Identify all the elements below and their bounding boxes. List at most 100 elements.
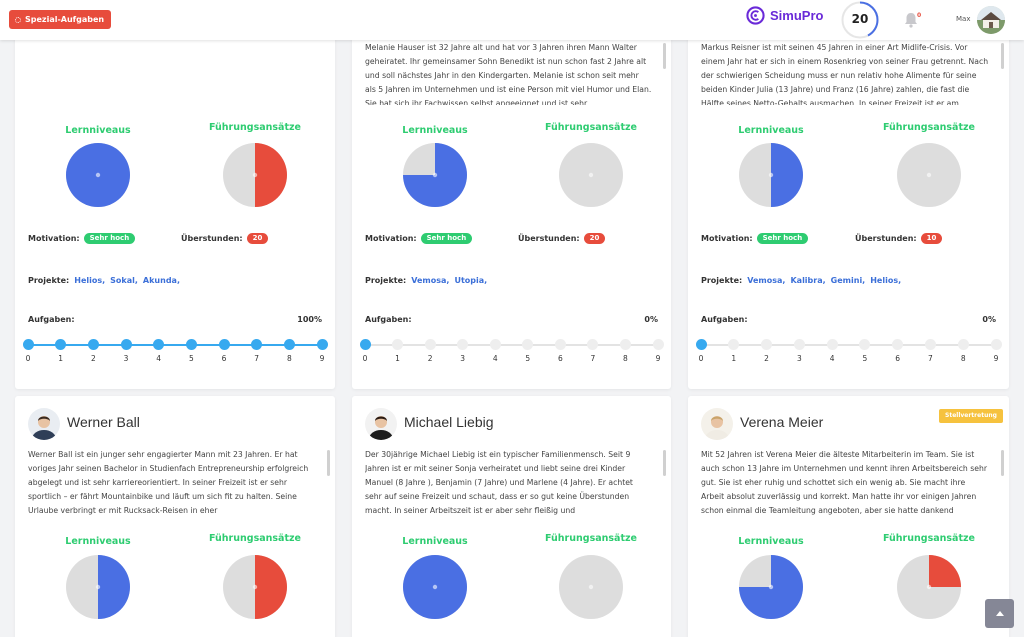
tasks-slider-tick: 7 [928, 354, 933, 363]
tasks-slider-step[interactable] [316, 339, 328, 350]
tasks-slider-fill [28, 344, 322, 346]
project-link[interactable]: Vemosa, [411, 276, 450, 285]
tasks-slider-step[interactable] [489, 339, 501, 350]
tasks-slider-step[interactable] [251, 339, 263, 350]
description-scrollbar[interactable] [1001, 43, 1004, 69]
tasks-slider-step[interactable] [283, 339, 295, 350]
overtime-label: Überstunden: [855, 234, 917, 243]
tasks-slider-step[interactable] [695, 339, 707, 350]
tasks-slider-tick: 1 [395, 354, 400, 363]
leadership-approach-label: Führungsansätze [209, 533, 301, 544]
tasks-slider-tick: 3 [460, 354, 466, 363]
employee-name: Werner Ball [67, 414, 140, 430]
tasks-slider-step[interactable] [761, 339, 773, 350]
motivation-badge: Sehr hoch [756, 233, 809, 244]
tasks-slider-step[interactable] [22, 339, 34, 350]
tasks-slider-step[interactable] [457, 339, 469, 350]
employee-card[interactable]: Michael Liebig Der 30jährige Michael Lieb… [352, 396, 671, 637]
employee-avatar [28, 408, 60, 440]
top-navbar: Spezial-Aufgaben SimuPro 20 0 Max [0, 0, 1024, 40]
tasks-slider-track[interactable] [701, 344, 996, 346]
project-link[interactable]: Sokal, [110, 276, 138, 285]
employee-card[interactable]: Werner Ball Werner Ball ist ein junger se… [15, 396, 335, 637]
learning-level-pie-chart [66, 555, 130, 619]
project-link[interactable]: Gemini, [830, 276, 866, 285]
leadership-approach-pie-chart [897, 143, 961, 207]
tasks-slider-tick: 2 [764, 354, 769, 363]
description-scrollbar[interactable] [327, 450, 330, 476]
flag-icon [588, 584, 594, 590]
tasks-label: Aufgaben: [701, 315, 748, 324]
special-tasks-button[interactable]: Spezial-Aufgaben [9, 10, 112, 29]
tasks-slider-step[interactable] [185, 339, 197, 350]
tasks-slider-tick: 8 [960, 354, 966, 363]
project-link[interactable]: Vemosa, [747, 276, 786, 285]
project-link[interactable]: Helios, [870, 276, 902, 285]
brand[interactable]: SimuPro [746, 6, 823, 25]
tasks-slider-step[interactable] [55, 339, 67, 350]
motivation-badge: Sehr hoch [83, 233, 136, 244]
leadership-approach-label: Führungsansätze [545, 533, 637, 544]
employee-card[interactable]: Verena Meier Stellvertretung Mit 52 Jahren… [688, 396, 1009, 637]
leadership-approach-pie-chart [559, 555, 623, 619]
employee-card[interactable]: Markus Reisner ist mit seinen 45 Jahren … [688, 33, 1009, 389]
star-icon [768, 584, 774, 590]
employee-card[interactable]: Lernniveaus Führungsansätze Motivation: Seh… [15, 33, 335, 389]
tasks-slider-step[interactable] [153, 339, 165, 350]
special-tasks-label: Spezial-Aufgaben [25, 15, 105, 24]
projects-label: Projekte: [28, 276, 70, 285]
simupro-logo-icon [746, 6, 765, 25]
motivation-label: Motivation: [701, 234, 753, 243]
tasks-slider-step[interactable] [522, 339, 534, 350]
description-scrollbar[interactable] [1001, 450, 1004, 476]
tasks-slider-step[interactable] [359, 339, 371, 350]
user-name[interactable]: Max [956, 15, 971, 23]
flag-icon [252, 172, 258, 178]
project-link[interactable]: Kalibra, [790, 276, 826, 285]
projects-list: Projekte: Vemosa, Kalibra, Gemini, Helios, [701, 276, 906, 285]
tasks-slider-tick: 9 [655, 354, 661, 363]
learning-level-pie-chart [66, 143, 130, 207]
learning-level-label: Lernniveaus [402, 125, 468, 136]
tasks-slider-step[interactable] [120, 339, 132, 350]
tasks-slider-step[interactable] [554, 339, 566, 350]
description-scrollbar[interactable] [663, 43, 666, 69]
tasks-slider-step[interactable] [957, 339, 969, 350]
tasks-slider-step[interactable] [728, 339, 740, 350]
notification-badge: 0 [917, 12, 922, 19]
pie-slice [929, 555, 961, 587]
employee-description: Mit 52 Jahren ist Verena Meier die ältes… [701, 450, 988, 515]
pie-slice [98, 555, 130, 619]
tasks-slider-step[interactable] [587, 339, 599, 350]
motivation-label: Motivation: [365, 234, 417, 243]
tasks-slider-step[interactable] [892, 339, 904, 350]
tasks-slider-step[interactable] [826, 339, 838, 350]
tasks-slider-step[interactable] [652, 339, 664, 350]
project-link[interactable]: Utopia, [454, 276, 488, 285]
tasks-slider-step[interactable] [218, 339, 230, 350]
chevron-up-icon [995, 610, 1004, 616]
project-link[interactable]: Helios, [74, 276, 106, 285]
tasks-slider-tick: 6 [895, 354, 901, 363]
tasks-slider-tick: 0 [25, 354, 31, 363]
employee-name: Verena Meier [740, 414, 824, 430]
description-scrollbar[interactable] [663, 450, 666, 476]
scroll-to-top-button[interactable] [985, 599, 1014, 628]
tasks-slider-step[interactable] [793, 339, 805, 350]
tasks-slider-tick: 8 [623, 354, 628, 363]
tasks-slider-tick: 0 [698, 354, 704, 363]
employee-description: Der 30jährige Michael Liebig ist ein typ… [365, 450, 633, 515]
tasks-slider-step[interactable] [619, 339, 631, 350]
tasks-slider-step[interactable] [859, 339, 871, 350]
bell-icon[interactable] [901, 10, 921, 30]
tasks-slider-step[interactable] [424, 339, 436, 350]
user-avatar[interactable] [977, 6, 1005, 34]
employee-card[interactable]: Melanie Hauser ist 32 Jahre alt und hat … [352, 33, 671, 389]
learning-level-label: Lernniveaus [738, 536, 804, 547]
tasks-slider-step[interactable] [990, 339, 1002, 350]
project-link[interactable]: Akunda, [142, 276, 180, 285]
tasks-slider-step[interactable] [87, 339, 99, 350]
tasks-slider-step[interactable] [924, 339, 936, 350]
tasks-slider-step[interactable] [392, 339, 404, 350]
tasks-slider-track[interactable] [365, 344, 658, 346]
